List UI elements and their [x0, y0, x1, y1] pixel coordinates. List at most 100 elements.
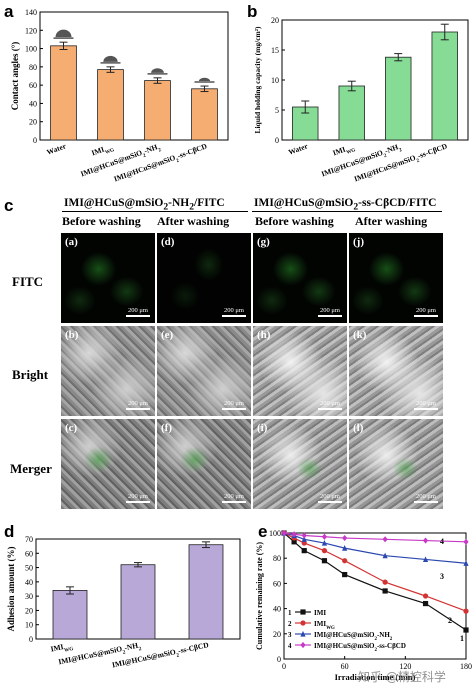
panel-label-c: c: [4, 196, 14, 215]
droplet-icon: [151, 68, 164, 73]
legend-label: IMI: [314, 609, 326, 617]
x-category-label: IMI@HCuS@mSiO2-ss-CβCD: [353, 141, 450, 186]
bar: [50, 45, 77, 141]
legend-label: IMI@HCuS@mSiO2-NH2: [314, 631, 393, 642]
legend-number: 3: [288, 631, 292, 639]
group-title-2: IMI@HCuS@mSiO2-ss-CβCD/FITC: [254, 197, 437, 213]
y-tick-label: 120: [25, 26, 37, 35]
data-point: [382, 536, 388, 543]
legend-number: 1: [288, 609, 292, 617]
plot-frame: [39, 11, 229, 141]
series-number-label: 4: [440, 537, 444, 546]
data-point: [291, 539, 297, 545]
x-category-label: IMI@HCuS@mSiO2-ss-CβCD: [113, 141, 210, 186]
data-point: [300, 609, 306, 615]
data-point: [422, 593, 429, 599]
scale-bar: 200 μm: [126, 307, 150, 317]
data-point: [342, 558, 348, 564]
data-point: [301, 536, 307, 542]
row-label-merger: Merger: [10, 461, 52, 476]
micrograph-g: (g) 200 μm: [253, 233, 347, 323]
data-point: [422, 600, 429, 607]
y-tick-label: 60: [273, 579, 281, 588]
micrograph-j: (j) 200 μm: [349, 233, 443, 323]
series-line: [283, 532, 467, 631]
y-tick-label: 60: [29, 81, 37, 90]
micrograph-a: (a) 200 μm: [61, 233, 155, 323]
data-point: [300, 641, 306, 649]
y-tick-label: 10: [25, 621, 33, 630]
bar: [385, 56, 412, 141]
panel-label-b: b: [247, 2, 258, 21]
bar: [338, 85, 365, 141]
y-tick-label: 10: [271, 76, 279, 85]
data-point: [300, 630, 306, 637]
plot-frame: [283, 532, 467, 660]
data-point: [463, 627, 469, 633]
data-point: [281, 529, 287, 537]
scale-bar: 200 μm: [414, 307, 438, 317]
scale-bar: 200 μm: [414, 400, 438, 410]
scale-bar: 200 μm: [414, 493, 438, 503]
x-category-label: IMIWG: [331, 141, 356, 160]
scale-bar: 200 μm: [222, 493, 246, 503]
y-tick-label: 80: [273, 554, 281, 563]
row-label-bright: Bright: [12, 367, 49, 382]
y-tick-label: 0: [277, 655, 281, 664]
micrograph-f: (f) 200 μm: [157, 419, 251, 509]
y-tick-label: 20: [29, 118, 37, 127]
micrograph-d: (d) 200 μm: [157, 233, 251, 323]
y-tick-label: 20: [271, 16, 279, 25]
scale-bar: 200 μm: [222, 307, 246, 317]
data-point: [382, 552, 388, 559]
x-category-label: IMIWG: [50, 640, 74, 656]
scale-bar: 200 μm: [126, 400, 150, 410]
y-tick-label: 50: [25, 564, 33, 573]
bar: [188, 544, 224, 640]
y-axis-label: Cumulative remaining rate (%): [255, 542, 264, 650]
series-line: [283, 532, 467, 612]
y-tick-label: 15: [271, 46, 279, 55]
y-tick-label: 0: [29, 635, 33, 644]
y-tick-label: 40: [25, 578, 33, 587]
y-tick-label: 70: [25, 535, 33, 544]
scale-bar: 200 μm: [222, 400, 246, 410]
data-point: [463, 608, 469, 614]
x-category-label: Water: [287, 141, 309, 157]
y-tick-label: 60: [25, 549, 33, 558]
chart-b-liquid-holding: 0 5 10 15 20 Liquid holding capacity (mg/cm²)…: [253, 16, 469, 186]
x-tick-label: 120: [399, 662, 411, 671]
data-point: [321, 539, 328, 546]
y-axis-label: Contact angles (°): [10, 42, 20, 111]
series-number-label: 3: [440, 572, 444, 581]
y-tick-label: 100: [25, 45, 37, 54]
series-3: [281, 529, 469, 566]
group-title-1: IMI@HCuS@mSiO2-NH2/FITC: [64, 197, 225, 213]
y-tick-label: 140: [25, 8, 37, 17]
y-axis-label: Liquid holding capacity (mg/cm²): [253, 26, 262, 134]
data-point: [382, 579, 388, 585]
x-axis-label: Irradiation time (min): [335, 672, 416, 682]
column-header-4: After washing: [355, 214, 428, 228]
y-tick-label: 80: [29, 63, 37, 72]
bar: [144, 80, 171, 141]
legend-number: 2: [288, 620, 292, 628]
y-tick-label: 30: [25, 592, 33, 601]
chart-e-remaining-rate: 0 20 40 60 80 100 0 60 120 180 Irradiation time (m…: [255, 529, 472, 682]
y-tick-label: 5: [275, 106, 279, 115]
column-header-2: After washing: [157, 214, 230, 228]
panel-c-micrographs: IMI@HCuS@mSiO2-NH2/FITC IMI@HCuS@mSiO2-s…: [0, 195, 474, 517]
data-point: [382, 588, 388, 594]
scale-bar: 200 μm: [318, 493, 342, 503]
data-point: [321, 533, 328, 540]
data-point: [342, 545, 348, 551]
data-point: [300, 620, 306, 626]
data-point: [422, 537, 429, 544]
micrograph-k: (k) 200 μm: [349, 326, 443, 416]
x-tick-label: 180: [460, 662, 472, 671]
x-category-label: Water: [45, 141, 67, 157]
y-tick-label: 40: [29, 99, 37, 108]
chart-a-contact-angles: 0 20 40 60 80 100 120 140 Contact angles (°) Wate…: [10, 8, 229, 186]
legend-number: 4: [288, 642, 292, 650]
y-tick-label: 20: [273, 630, 281, 639]
